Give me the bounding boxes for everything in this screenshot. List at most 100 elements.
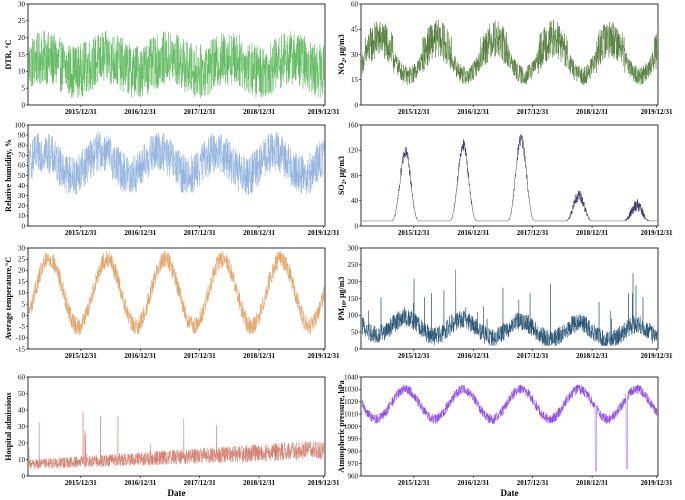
y-tick-label: 10 <box>18 289 26 297</box>
y-tick-label: 25 <box>18 256 26 264</box>
y-tick-label: 60 <box>18 162 26 170</box>
x-tick-label: 2015/12/31 <box>65 108 97 116</box>
y-axis-label: NO2, μg/m3 <box>337 34 348 74</box>
y-tick-label: 10 <box>18 212 26 220</box>
y-axis-label: Relative humidity, % <box>4 139 13 212</box>
y-tick-label: 15 <box>18 51 26 59</box>
x-tick-label: 2018/12/31 <box>576 479 608 487</box>
y-tick-label: 30 <box>351 51 359 59</box>
y-tick-label: 30 <box>18 423 26 431</box>
chart-panel-4: 0 40 80 120 160 2015/12/31 2016/12/31 2017/12/3… <box>337 121 673 237</box>
y-tick-label: 20 <box>18 439 26 447</box>
y-axis-label: PM10, μg/m3 <box>337 277 348 321</box>
x-tick-label: 2019/12/31 <box>641 229 673 237</box>
y-tick-label: 980 <box>348 448 359 456</box>
y-tick-label: 0 <box>22 101 26 109</box>
y-tick-label: 1000 <box>344 423 359 431</box>
x-tick-label: 2018/12/31 <box>243 229 275 237</box>
y-axis-label: DTR, °C <box>4 39 13 69</box>
chart-panel-8: 960 970 980 990 1000 1010 1020 1030 1040 2015/12/… <box>337 373 673 498</box>
y-tick-label: 20 <box>18 267 26 275</box>
chart-panel-1: 0 5 10 15 20 25 30 2015/12/31 2016/12/31 2017/12/… <box>4 0 340 116</box>
y-tick-label: 0 <box>22 222 26 230</box>
series-line <box>361 384 658 472</box>
x-tick-label: 2019/12/31 <box>308 352 340 360</box>
y-tick-label: 80 <box>351 172 359 180</box>
y-tick-label: 15 <box>351 76 359 84</box>
x-tick-label: 2015/12/31 <box>65 479 97 487</box>
chart-panel-3: 0 10 20 30 40 50 60 70 80 90 100 2015/12/31 2016/12/… <box>4 121 340 237</box>
y-tick-label: 0 <box>355 222 359 230</box>
chart-panel-6: 0 50 100 150 200 250 300 2015/12/31 2016/12/31 20… <box>337 244 673 360</box>
y-axis-label: Average temperature,°C <box>4 257 13 341</box>
x-tick-label: 2015/12/31 <box>398 352 430 360</box>
y-tick-label: -10 <box>16 334 26 342</box>
y-tick-label: 1040 <box>344 373 359 381</box>
y-tick-label: 40 <box>18 182 26 190</box>
y-tick-label: 10 <box>18 456 26 464</box>
x-tick-label: 2016/12/31 <box>124 479 156 487</box>
y-tick-label: 300 <box>348 244 359 252</box>
chart-panel-5: -15 -10 -5 0 5 10 15 20 25 30 2015/12/31 2016/12/31… <box>4 244 340 360</box>
series-line <box>361 133 658 222</box>
x-tick-label: 2015/12/31 <box>65 352 97 360</box>
chart-panel-2: 0 15 30 45 60 2015/12/31 2016/12/31 2017/12/31 2… <box>337 0 673 116</box>
x-tick-label: 2015/12/31 <box>398 229 430 237</box>
x-axis-label: Date <box>168 488 186 498</box>
x-tick-label: 2018/12/31 <box>243 108 275 116</box>
y-tick-label: 250 <box>348 261 359 269</box>
y-tick-label: 90 <box>18 131 26 139</box>
x-tick-label: 2016/12/31 <box>457 229 489 237</box>
x-tick-label: 2018/12/31 <box>576 108 608 116</box>
x-tick-label: 2017/12/31 <box>517 479 549 487</box>
y-tick-label: 30 <box>18 192 26 200</box>
y-tick-label: 30 <box>18 0 26 8</box>
x-tick-label: 2016/12/31 <box>457 479 489 487</box>
y-tick-label: 40 <box>18 406 26 414</box>
x-axis-label: Date <box>501 488 519 498</box>
y-tick-label: -5 <box>19 323 25 331</box>
y-tick-label: 0 <box>22 312 26 320</box>
x-tick-label: 2016/12/31 <box>124 352 156 360</box>
y-tick-label: 20 <box>18 202 26 210</box>
x-tick-label: 2016/12/31 <box>457 352 489 360</box>
y-tick-label: 50 <box>18 172 26 180</box>
y-tick-label: 1020 <box>344 398 359 406</box>
y-tick-label: 0 <box>355 101 359 109</box>
x-tick-label: 2017/12/31 <box>184 479 216 487</box>
y-axis-label: SO2, μg/m3 <box>337 156 348 195</box>
x-tick-label: 2019/12/31 <box>641 479 673 487</box>
y-tick-label: 15 <box>18 278 26 286</box>
series-line <box>28 250 325 336</box>
x-tick-label: 2017/12/31 <box>517 352 549 360</box>
y-tick-label: 0 <box>355 345 359 353</box>
y-tick-label: 70 <box>18 152 26 160</box>
y-tick-label: 0 <box>22 472 26 480</box>
y-axis-label: Hospital admissions <box>4 392 13 460</box>
y-tick-label: 40 <box>351 197 359 205</box>
series-line <box>28 131 325 196</box>
y-tick-label: 25 <box>18 17 26 25</box>
y-tick-label: 100 <box>15 121 26 129</box>
chart-panel-7: 0 10 20 30 40 50 60 2015/12/31 2016/12/31 2017/12… <box>4 373 340 498</box>
x-tick-label: 2017/12/31 <box>184 352 216 360</box>
y-axis-label: Atmospheric pressure, hPa <box>337 380 346 472</box>
plot-frame <box>360 124 659 227</box>
y-tick-label: 120 <box>348 147 359 155</box>
x-tick-label: 2019/12/31 <box>308 479 340 487</box>
y-tick-label: 10 <box>18 68 26 76</box>
y-tick-label: 960 <box>348 472 359 480</box>
series-line <box>361 269 658 346</box>
x-tick-label: 2017/12/31 <box>184 229 216 237</box>
x-tick-label: 2018/12/31 <box>576 229 608 237</box>
y-tick-label: 60 <box>18 373 26 381</box>
x-tick-label: 2016/12/31 <box>124 229 156 237</box>
y-tick-label: 150 <box>348 295 359 303</box>
x-tick-label: 2019/12/31 <box>308 229 340 237</box>
x-tick-label: 2017/12/31 <box>184 108 216 116</box>
y-tick-label: 1030 <box>344 386 359 394</box>
y-tick-label: 60 <box>351 0 359 8</box>
plot-frame <box>27 247 326 350</box>
y-tick-label: 5 <box>22 84 26 92</box>
